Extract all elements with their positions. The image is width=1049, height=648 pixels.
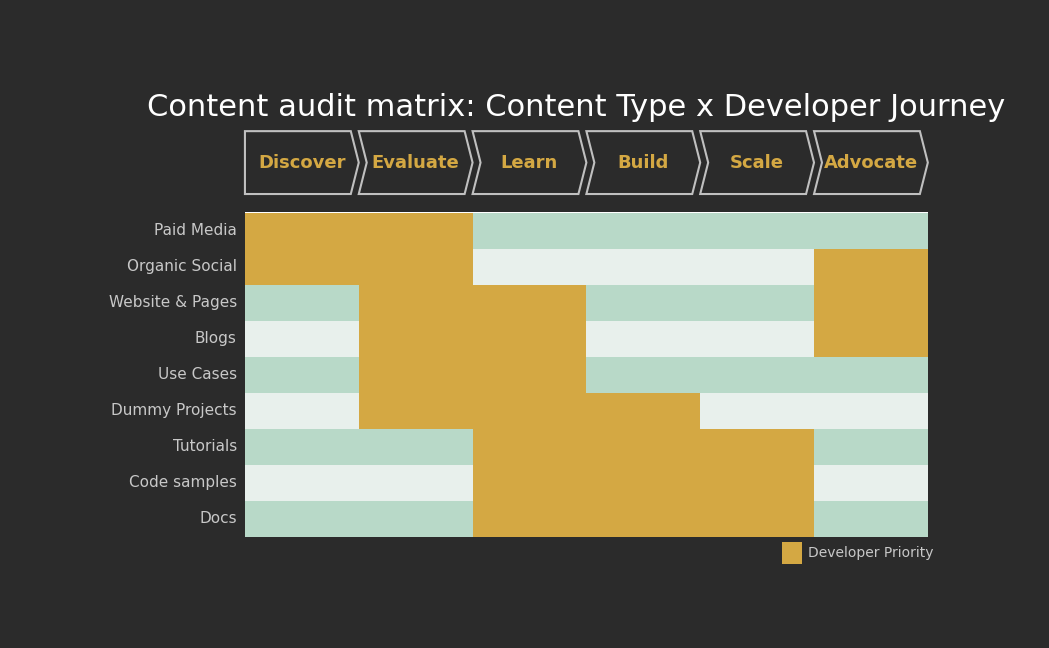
Bar xyxy=(359,321,473,356)
Polygon shape xyxy=(814,131,927,194)
Bar xyxy=(586,356,701,393)
Bar xyxy=(472,321,586,356)
Bar xyxy=(245,393,359,429)
Bar xyxy=(245,429,359,465)
Bar xyxy=(472,356,586,393)
Bar xyxy=(359,465,473,501)
Bar xyxy=(701,356,814,393)
Bar xyxy=(586,501,701,537)
Bar xyxy=(245,321,359,356)
Polygon shape xyxy=(701,131,814,194)
Bar xyxy=(472,501,586,537)
Text: Website & Pages: Website & Pages xyxy=(108,295,237,310)
Bar xyxy=(701,213,814,249)
Text: Use Cases: Use Cases xyxy=(157,367,237,382)
Text: Build: Build xyxy=(618,154,669,172)
Text: Tutorials: Tutorials xyxy=(173,439,237,454)
Text: Docs: Docs xyxy=(199,511,237,526)
Bar xyxy=(814,465,927,501)
Bar xyxy=(586,284,701,321)
Bar xyxy=(814,393,927,429)
Text: Discover: Discover xyxy=(258,154,345,172)
Bar xyxy=(359,284,473,321)
Bar xyxy=(814,213,927,249)
Bar xyxy=(245,356,359,393)
Bar xyxy=(701,501,814,537)
Bar xyxy=(359,501,473,537)
Text: Organic Social: Organic Social xyxy=(127,259,237,274)
Text: Developer Priority: Developer Priority xyxy=(809,546,934,561)
Bar xyxy=(814,284,927,321)
Bar xyxy=(359,393,473,429)
Text: Scale: Scale xyxy=(730,154,784,172)
Text: Content audit matrix: Content Type x Developer Journey: Content audit matrix: Content Type x Dev… xyxy=(147,93,1006,122)
Text: Evaluate: Evaluate xyxy=(371,154,459,172)
Bar xyxy=(782,542,801,564)
Bar xyxy=(586,249,701,284)
Bar xyxy=(359,213,473,249)
Bar xyxy=(701,429,814,465)
Bar xyxy=(586,465,701,501)
Bar xyxy=(586,213,701,249)
Text: Advocate: Advocate xyxy=(823,154,918,172)
Polygon shape xyxy=(472,131,586,194)
Text: Code samples: Code samples xyxy=(129,475,237,491)
Bar xyxy=(814,249,927,284)
Bar xyxy=(359,429,473,465)
Bar xyxy=(701,321,814,356)
Bar xyxy=(814,429,927,465)
Text: Paid Media: Paid Media xyxy=(154,223,237,238)
Bar xyxy=(245,249,359,284)
Bar xyxy=(701,284,814,321)
Polygon shape xyxy=(359,131,473,194)
Bar xyxy=(472,249,586,284)
Bar xyxy=(359,356,473,393)
Bar xyxy=(586,321,701,356)
Bar xyxy=(701,393,814,429)
Bar xyxy=(701,465,814,501)
Bar xyxy=(472,284,586,321)
Bar xyxy=(472,465,586,501)
Bar xyxy=(472,213,586,249)
Bar xyxy=(245,213,359,249)
Bar xyxy=(586,393,701,429)
Bar xyxy=(472,429,586,465)
Bar xyxy=(701,249,814,284)
Bar xyxy=(586,429,701,465)
Bar xyxy=(245,465,359,501)
Polygon shape xyxy=(245,131,359,194)
Text: Learn: Learn xyxy=(500,154,558,172)
Text: Dummy Projects: Dummy Projects xyxy=(111,403,237,418)
Text: Blogs: Blogs xyxy=(195,331,237,346)
Bar xyxy=(814,321,927,356)
Polygon shape xyxy=(586,131,701,194)
Bar xyxy=(472,393,586,429)
Bar xyxy=(359,249,473,284)
Bar xyxy=(814,501,927,537)
Bar xyxy=(245,284,359,321)
Bar xyxy=(814,356,927,393)
Bar xyxy=(245,501,359,537)
